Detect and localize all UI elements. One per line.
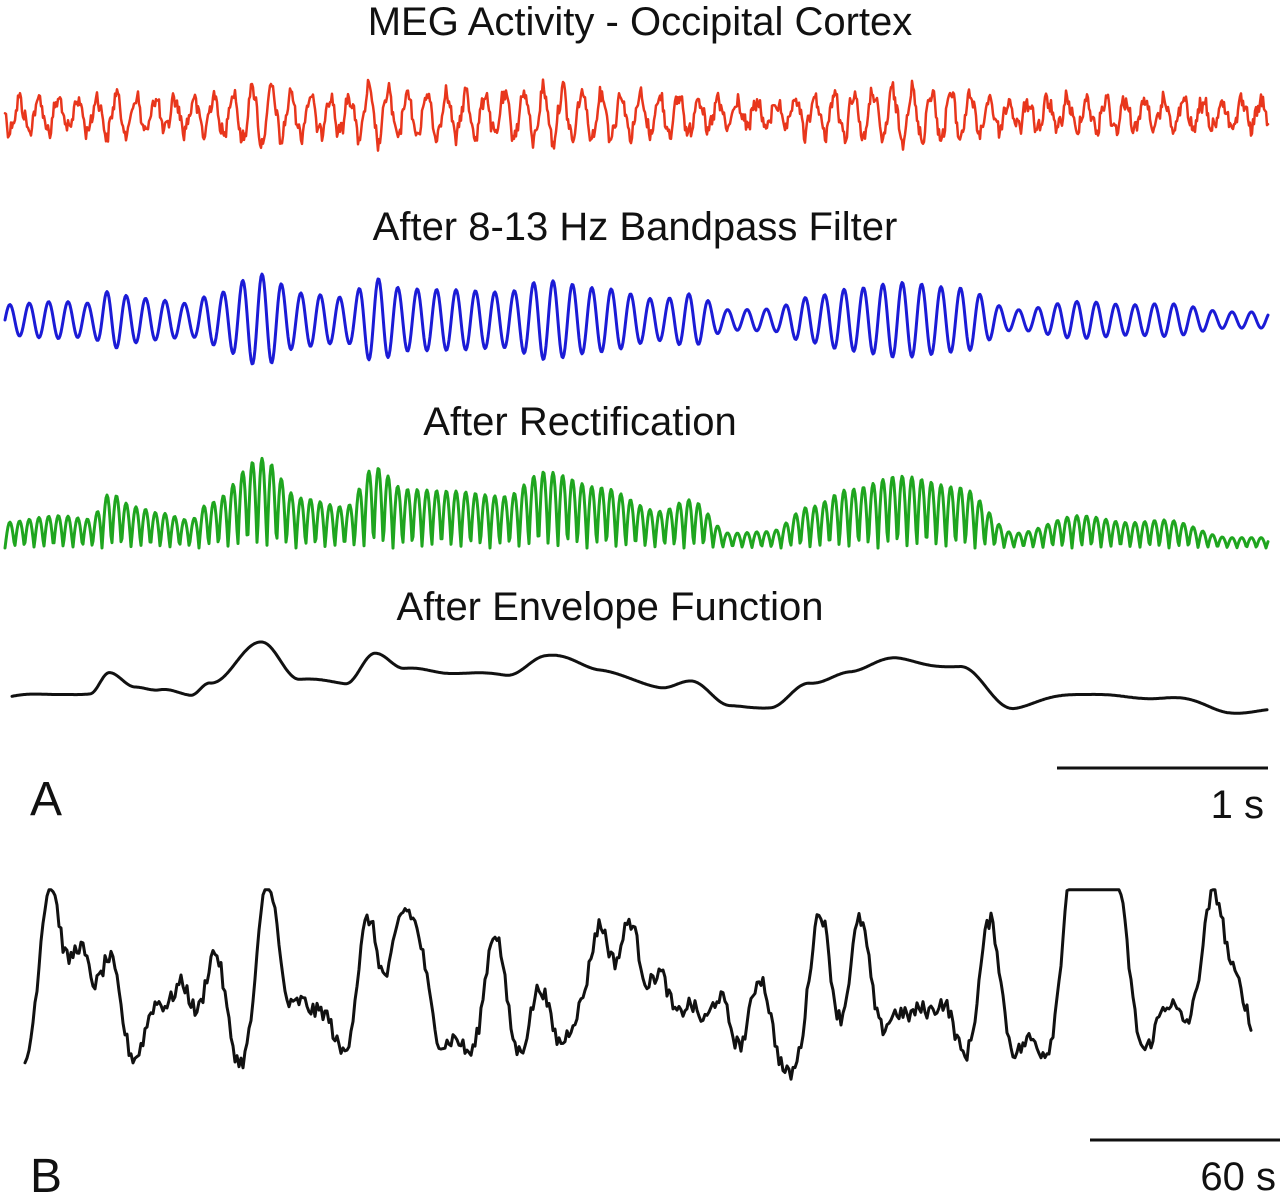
- trace-title-envelope: After Envelope Function: [397, 585, 824, 629]
- trace-title-raw: MEG Activity - Occipital Cortex: [368, 0, 913, 44]
- bandpass-trace: [3, 272, 1270, 366]
- panel-label-b: B: [30, 1150, 62, 1197]
- long-envelope-trace: [23, 888, 1253, 1081]
- trace-title-bandpass: After 8-13 Hz Bandpass Filter: [373, 205, 898, 249]
- rectified-trace: [3, 456, 1270, 550]
- trace-title-rectified: After Rectification: [423, 400, 736, 444]
- scale-bar-b-label: 60 s: [1200, 1155, 1276, 1197]
- raw-meg-trace: [3, 78, 1270, 152]
- envelope-trace: [10, 640, 1269, 715]
- panel-label-a: A: [30, 773, 62, 826]
- scale-bar-a-label: 1 s: [1211, 783, 1264, 827]
